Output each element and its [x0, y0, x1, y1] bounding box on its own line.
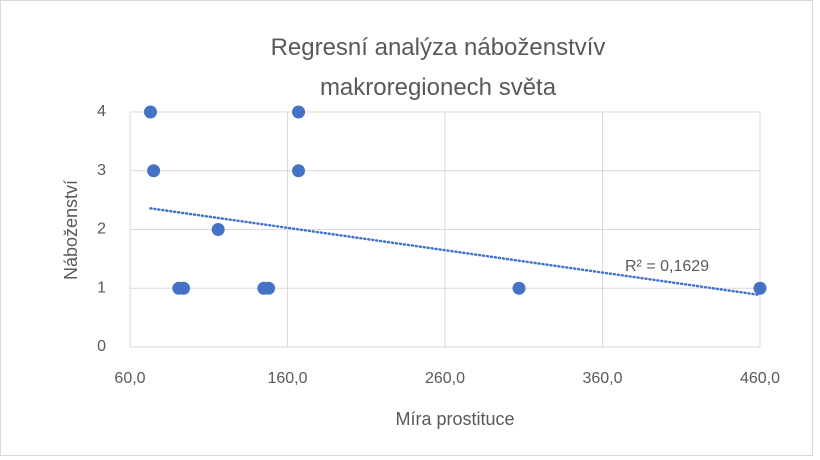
point [211, 223, 225, 236]
trendline [149, 207, 762, 297]
x-tick-label: 460,0 [740, 370, 780, 387]
y-tick-label: 4 [97, 103, 106, 120]
y-tick-label: 2 [97, 221, 106, 238]
y-axis-label: Náboženství [61, 180, 81, 280]
y-tick-label: 3 [97, 162, 106, 179]
trendline-label: R² = 0,1629 [625, 258, 709, 275]
x-tick-label: 60,0 [114, 370, 145, 387]
y-tick-label: 0 [97, 338, 106, 355]
point [292, 105, 306, 119]
point [292, 164, 306, 178]
point [177, 281, 191, 295]
point [262, 281, 276, 295]
x-tick-label: 160,0 [267, 370, 307, 387]
point [753, 281, 767, 295]
point [512, 281, 526, 295]
x-tick-label: 360,0 [582, 370, 622, 387]
y-tick-label: 1 [97, 279, 106, 296]
x-axis-label: Míra prostituce [395, 409, 514, 429]
x-tick-label: 260,0 [425, 370, 465, 387]
point [147, 164, 161, 178]
point [143, 105, 157, 119]
chart-title: Regresní analýza náboženstvív makroregio… [270, 34, 606, 101]
